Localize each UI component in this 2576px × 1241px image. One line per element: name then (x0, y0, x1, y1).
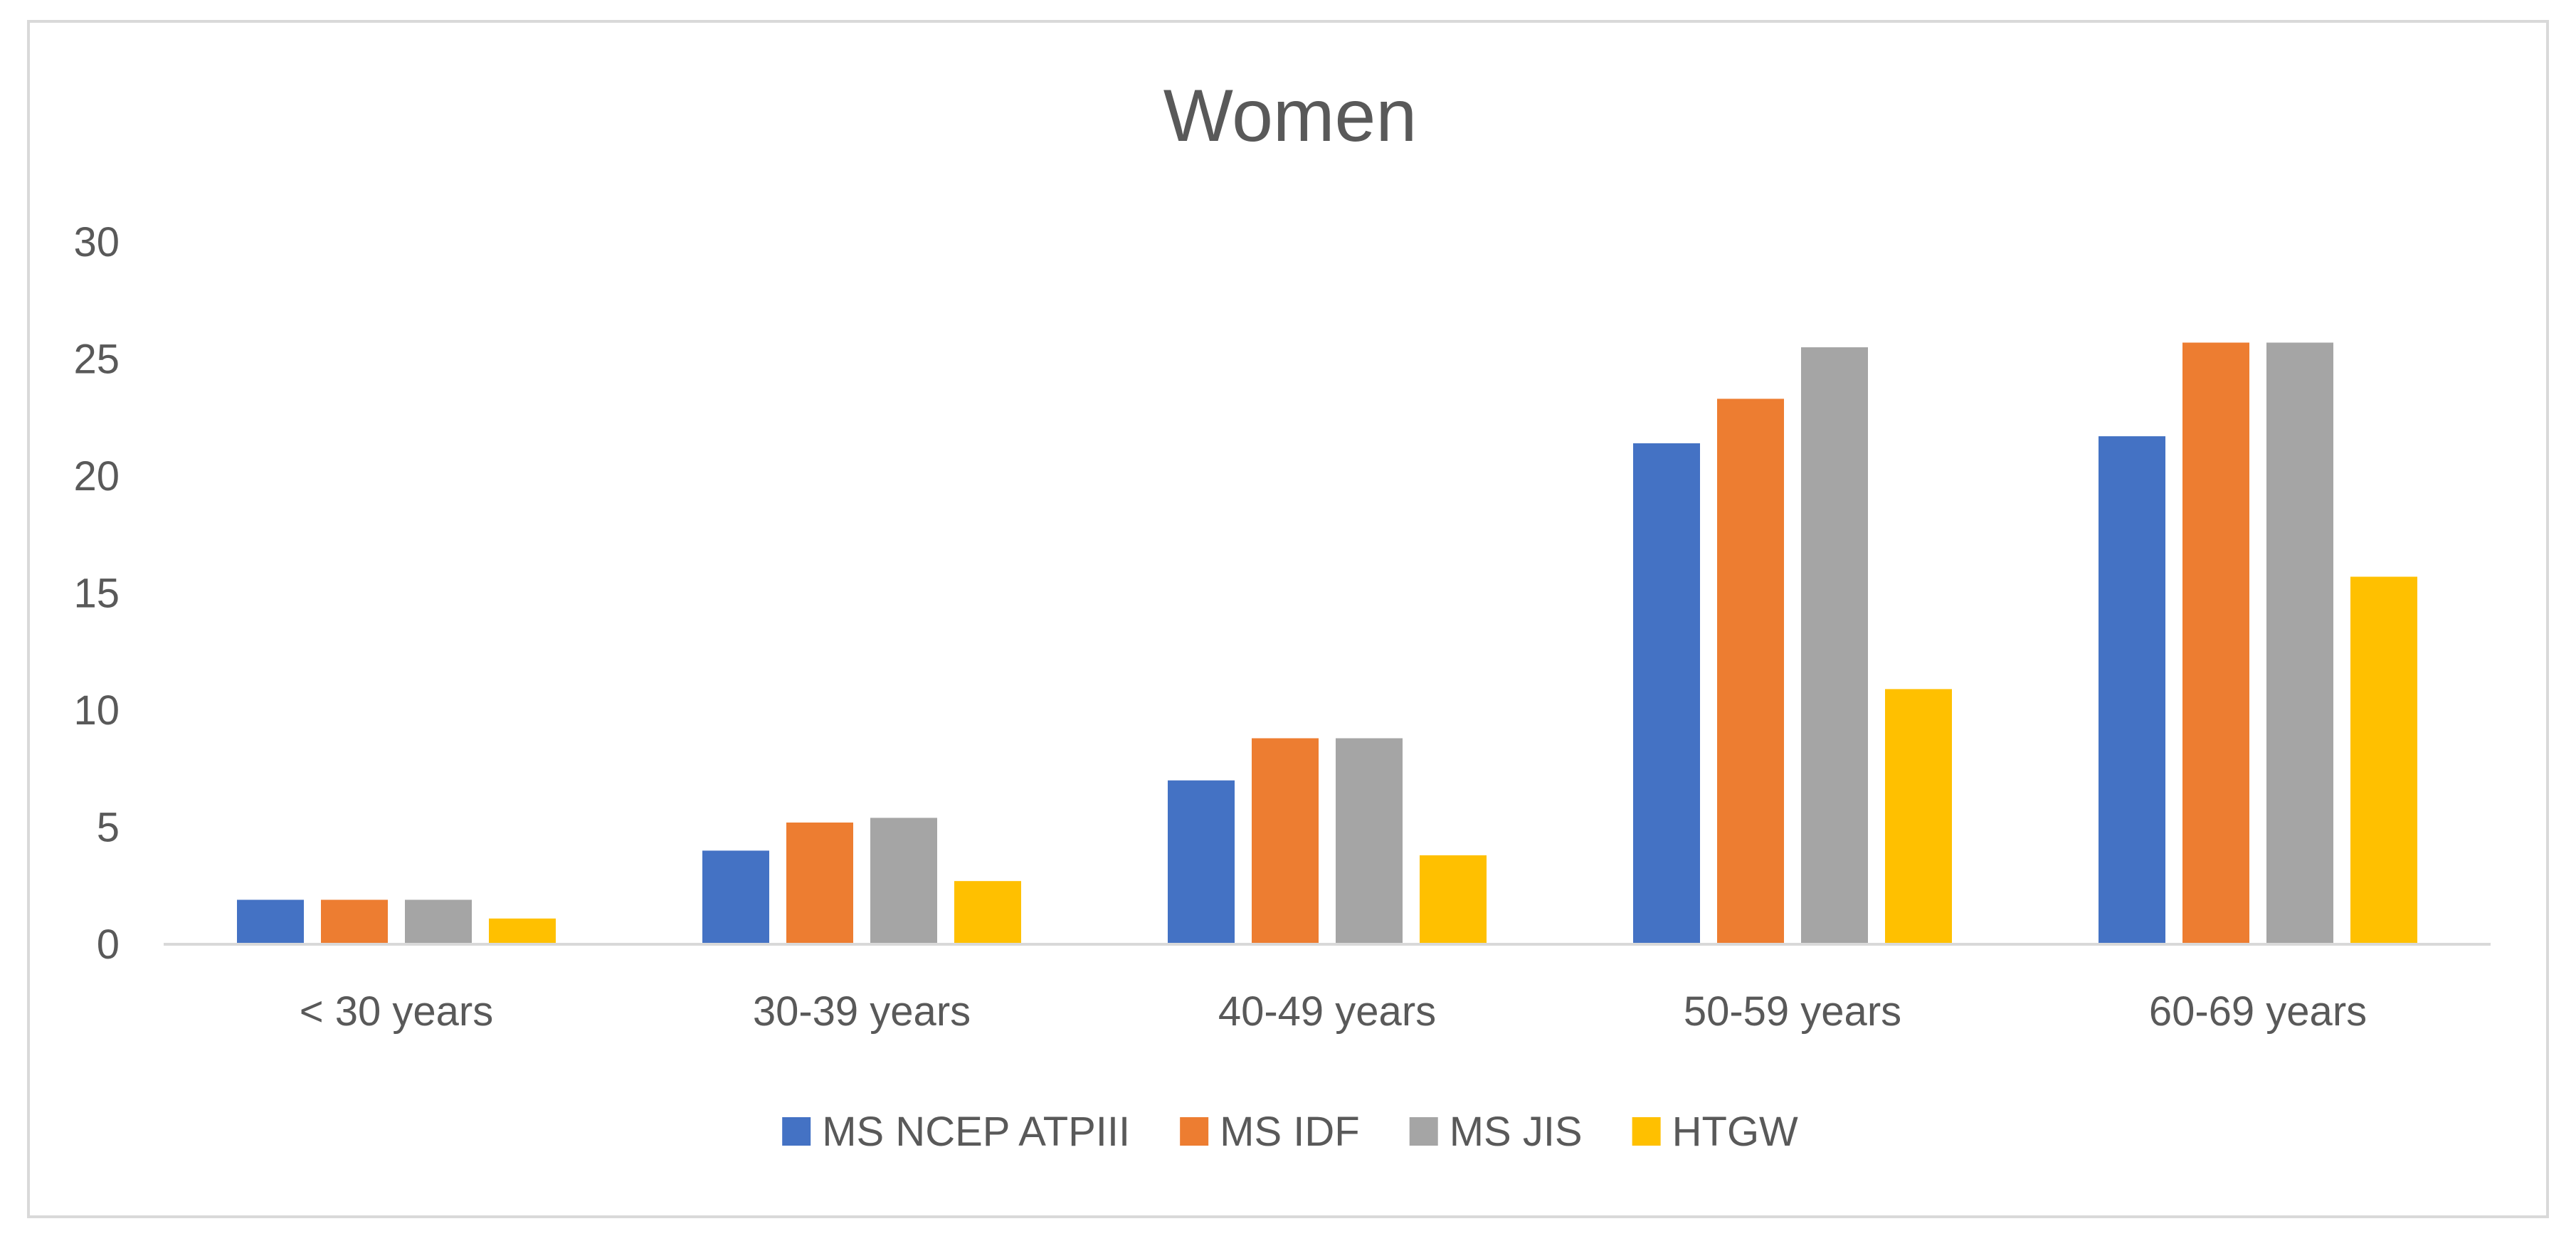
legend-label: HTGW (1672, 1109, 1798, 1155)
y-tick-label: 0 (97, 921, 120, 968)
y-tick-label: 30 (73, 219, 120, 265)
legend-label: MS IDF (1220, 1109, 1360, 1155)
x-axis-ticks: < 30 years 30-39 years 40-49 years 50-59 ye… (300, 988, 2367, 1035)
bar-htgw-2 (1420, 855, 1487, 944)
chart-title: Women (1163, 75, 1417, 157)
bar-htgw-0 (489, 918, 556, 944)
y-axis-ticks: 0 5 10 15 20 25 30 (73, 219, 120, 968)
bar-ms-ncep-atpiii-2 (1168, 780, 1235, 944)
x-tick-label: 40-49 years (1218, 988, 1436, 1035)
x-tick-label: 60-69 years (2149, 988, 2367, 1035)
bar-ms-ncep-atpiii-1 (702, 850, 769, 944)
x-tick-label: 30-39 years (753, 988, 971, 1035)
legend-swatch-ms-ncep-atpiii (782, 1117, 811, 1146)
bar-htgw-3 (1885, 689, 1952, 944)
bar-ms-idf-3 (1717, 398, 1784, 944)
y-tick-label: 10 (73, 687, 120, 734)
bar-ms-idf-4 (2182, 342, 2249, 945)
bar-ms-ncep-atpiii-4 (2099, 436, 2165, 944)
legend: MS NCEP ATPIII MS IDF MS JIS HTGW (782, 1109, 1798, 1155)
y-tick-label: 20 (73, 453, 120, 500)
bar-ms-jis-0 (405, 899, 472, 944)
x-tick-label: < 30 years (300, 988, 493, 1035)
bar-series (237, 342, 2417, 945)
bar-ms-ncep-atpiii-3 (1633, 443, 1700, 944)
legend-swatch-htgw (1632, 1117, 1661, 1146)
bar-ms-ncep-atpiii-0 (237, 899, 304, 944)
bar-ms-idf-1 (786, 822, 853, 944)
y-tick-label: 15 (73, 571, 120, 617)
bar-ms-jis-3 (1801, 347, 1868, 944)
legend-label: MS NCEP ATPIII (822, 1109, 1130, 1155)
bar-ms-idf-2 (1252, 738, 1319, 944)
y-tick-label: 25 (73, 337, 120, 383)
bar-ms-jis-4 (2266, 342, 2333, 945)
legend-swatch-ms-idf (1180, 1117, 1209, 1146)
bar-ms-idf-0 (321, 899, 388, 944)
x-tick-label: 50-59 years (1684, 988, 1901, 1035)
y-tick-label: 5 (97, 805, 120, 851)
legend-label: MS JIS (1450, 1109, 1583, 1155)
legend-swatch-ms-jis (1409, 1117, 1438, 1146)
bar-htgw-4 (2350, 576, 2417, 944)
bar-ms-jis-1 (870, 818, 937, 944)
bar-htgw-1 (954, 881, 1021, 944)
bar-ms-jis-2 (1336, 738, 1403, 944)
